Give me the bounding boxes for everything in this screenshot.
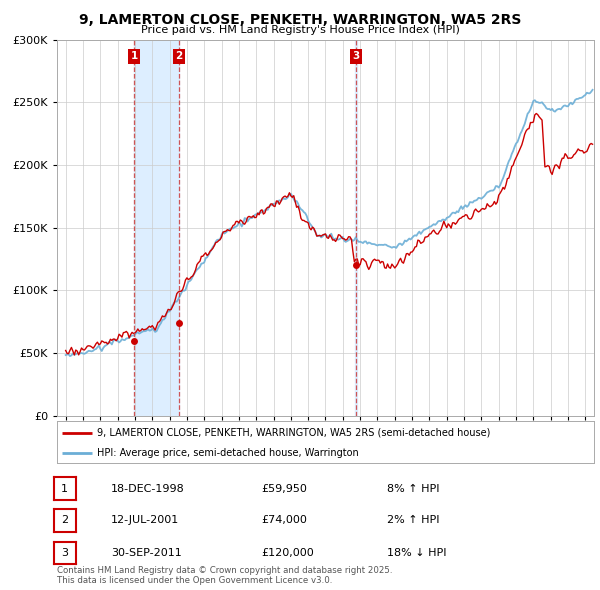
Text: Contains HM Land Registry data © Crown copyright and database right 2025.
This d: Contains HM Land Registry data © Crown c… xyxy=(57,566,392,585)
Text: 8% ↑ HPI: 8% ↑ HPI xyxy=(387,484,439,493)
Text: Price paid vs. HM Land Registry's House Price Index (HPI): Price paid vs. HM Land Registry's House … xyxy=(140,25,460,35)
Bar xyxy=(134,40,179,416)
Text: 18-DEC-1998: 18-DEC-1998 xyxy=(111,484,185,493)
Text: 1: 1 xyxy=(131,51,138,61)
Text: £74,000: £74,000 xyxy=(261,516,307,525)
Bar xyxy=(355,40,356,416)
Text: 9, LAMERTON CLOSE, PENKETH, WARRINGTON, WA5 2RS (semi-detached house): 9, LAMERTON CLOSE, PENKETH, WARRINGTON, … xyxy=(97,428,491,438)
Text: HPI: Average price, semi-detached house, Warrington: HPI: Average price, semi-detached house,… xyxy=(97,448,359,457)
Text: 2: 2 xyxy=(61,516,68,525)
Text: 1: 1 xyxy=(61,484,68,493)
Text: £120,000: £120,000 xyxy=(261,548,314,558)
Text: 2: 2 xyxy=(175,51,182,61)
Text: £59,950: £59,950 xyxy=(261,484,307,493)
Text: 9, LAMERTON CLOSE, PENKETH, WARRINGTON, WA5 2RS: 9, LAMERTON CLOSE, PENKETH, WARRINGTON, … xyxy=(79,13,521,27)
Text: 3: 3 xyxy=(352,51,359,61)
Text: 3: 3 xyxy=(61,548,68,558)
Text: 12-JUL-2001: 12-JUL-2001 xyxy=(111,516,179,525)
Text: 30-SEP-2011: 30-SEP-2011 xyxy=(111,548,182,558)
Text: 18% ↓ HPI: 18% ↓ HPI xyxy=(387,548,446,558)
Text: 2% ↑ HPI: 2% ↑ HPI xyxy=(387,516,439,525)
